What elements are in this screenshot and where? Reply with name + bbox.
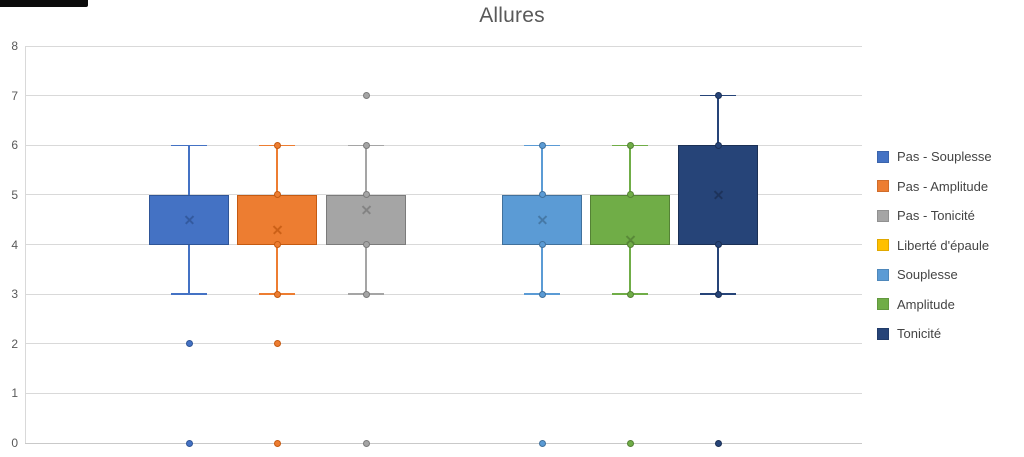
mean-marker	[713, 189, 724, 200]
whisker-cap	[171, 144, 207, 146]
gridline	[25, 95, 862, 97]
gridline	[25, 343, 862, 345]
mean-marker	[184, 214, 195, 225]
data-point-dot	[273, 191, 281, 199]
whisker-cap	[171, 293, 207, 295]
legend-swatch-icon	[877, 239, 889, 251]
box-plot-box	[326, 194, 406, 245]
data-point-dot	[626, 241, 634, 248]
y-axis-tick-label: 8	[11, 39, 18, 53]
mean-marker	[625, 234, 636, 245]
data-point-dot	[714, 241, 722, 248]
data-point-dot	[273, 340, 281, 348]
legend-label: Pas - Souplesse	[897, 149, 992, 164]
gridline	[25, 45, 862, 47]
screen-corner-artifact	[0, 0, 88, 7]
legend-label: Souplesse	[897, 267, 958, 282]
legend-label: Tonicité	[897, 326, 942, 341]
data-point-dot	[273, 290, 281, 298]
data-point-dot	[626, 290, 634, 298]
legend-swatch-icon	[877, 209, 889, 222]
data-point-dot	[538, 439, 546, 447]
data-point-dot	[362, 241, 370, 248]
data-point-dot	[538, 290, 546, 298]
mean-marker	[361, 204, 372, 215]
data-point-dot	[273, 241, 281, 248]
data-point-dot	[362, 290, 370, 298]
legend-item: Pas - Souplesse	[877, 149, 992, 164]
y-axis-tick-label: 0	[11, 436, 18, 450]
gridline	[25, 244, 862, 245]
y-axis-tick-label: 7	[11, 88, 18, 103]
legend-label: Pas - Tonicité	[897, 208, 975, 223]
data-point-dot	[185, 439, 193, 447]
legend-swatch-icon	[877, 180, 889, 192]
data-point-dot	[538, 191, 546, 199]
legend-item: Souplesse	[877, 267, 958, 282]
legend-swatch-icon	[877, 268, 889, 281]
data-point-dot	[538, 241, 546, 248]
data-point-dot	[714, 92, 722, 100]
legend-item: Amplitude	[877, 297, 955, 312]
gridline	[25, 144, 862, 146]
chart-title: Allures	[479, 4, 545, 27]
data-point-dot	[626, 439, 634, 447]
mean-marker	[272, 224, 283, 235]
data-point-dot	[626, 141, 634, 149]
y-axis-tick-label: 2	[11, 336, 18, 351]
legend-swatch-icon	[877, 327, 889, 340]
data-point-dot	[362, 92, 370, 100]
mean-marker	[537, 214, 548, 225]
legend-item: Tonicité	[877, 326, 941, 341]
box-plot-box	[237, 194, 317, 245]
legend-label: Pas - Amplitude	[897, 178, 989, 194]
legend-item: Pas - Tonicité	[877, 208, 975, 223]
gridline	[25, 293, 862, 295]
data-point-dot	[362, 141, 370, 149]
gridline	[25, 442, 862, 444]
gridline	[25, 392, 862, 394]
y-axis-tick-label: 1	[11, 386, 18, 401]
legend-swatch-icon	[877, 150, 889, 163]
data-point-dot	[714, 141, 722, 149]
data-point-dot	[538, 141, 546, 149]
data-point-dot	[362, 191, 370, 199]
gridline	[25, 194, 862, 196]
legend-label: Amplitude	[897, 296, 955, 312]
data-point-dot	[185, 340, 193, 348]
y-axis-tick-label: 5	[11, 187, 18, 202]
legend-item: Liberté d'épaule	[877, 238, 989, 253]
data-point-dot	[273, 439, 281, 447]
legend-label: Liberté d'épaule	[897, 237, 990, 253]
y-axis-line	[25, 46, 26, 443]
y-axis-tick-label: 6	[11, 138, 18, 153]
legend-swatch-icon	[877, 298, 889, 310]
legend-item: Pas - Amplitude	[877, 179, 988, 194]
data-point-dot	[714, 439, 722, 447]
y-axis-tick-label: 4	[11, 237, 18, 252]
y-axis-tick-label: 3	[11, 287, 18, 302]
data-point-dot	[362, 439, 370, 447]
data-point-dot	[626, 191, 634, 199]
data-point-dot	[273, 141, 281, 149]
data-point-dot	[714, 290, 722, 298]
